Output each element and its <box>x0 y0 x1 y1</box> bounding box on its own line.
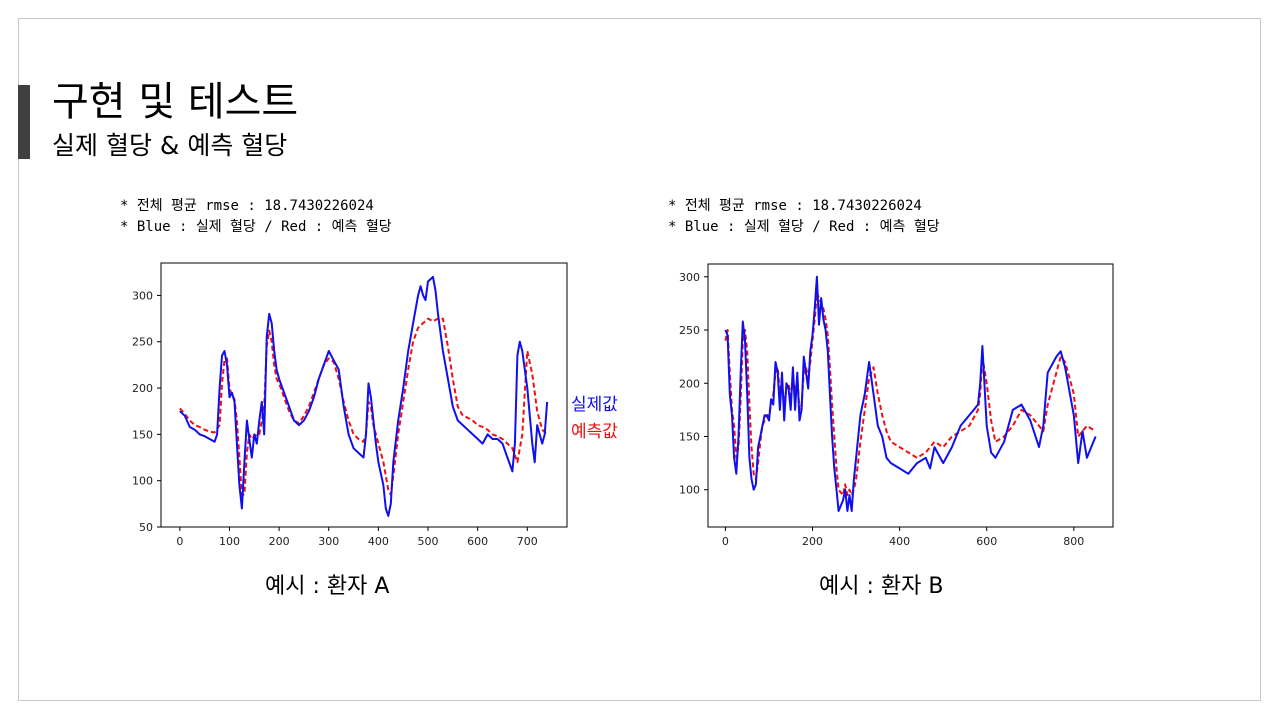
chart-a-series-actual <box>179 275 549 517</box>
chart-a-ytick-label: 300 <box>132 289 153 302</box>
chart-a-xtick-label: 700 <box>517 535 538 548</box>
chart-a-note-legend: * Blue : 실제 혈당 / Red : 예측 혈당 <box>120 219 392 235</box>
chart-b-xtick-label: 800 <box>1063 535 1084 548</box>
chart-b-ytick-label: 100 <box>679 484 700 497</box>
chart-a-xtick-label: 100 <box>219 535 240 548</box>
chart-b-xtick-label: 400 <box>889 535 910 548</box>
chart-b-note-rmse: * 전체 평균 rmse : 18.7430226024 <box>668 198 922 214</box>
slide-subtitle: 실제 혈당 & 예측 혈당 <box>52 131 288 160</box>
chart-a-ytick-label: 50 <box>139 521 153 534</box>
chart-a-xtick-label: 0 <box>176 535 183 548</box>
chart-b-ytick-label: 300 <box>679 271 700 284</box>
legend-actual-label: 실제값 <box>571 395 618 415</box>
chart-a-frame <box>160 262 568 528</box>
legend-predicted-label: 예측값 <box>571 422 618 442</box>
chart-b-note-legend: * Blue : 실제 혈당 / Red : 예측 혈당 <box>668 219 940 235</box>
chart-a-ytick-label: 150 <box>132 428 153 441</box>
chart-a-ytick-label: 100 <box>132 475 153 488</box>
slide-title: 구현 및 테스트 <box>52 79 299 125</box>
chart-a-xtick-label: 300 <box>318 535 339 548</box>
chart-b-xtick-label: 200 <box>802 535 823 548</box>
chart-b: 0 200 400 600 800 100 150 200 250 300 <box>679 263 1114 548</box>
chart-a-series-predicted <box>179 317 548 496</box>
chart-a-note-rmse: * 전체 평균 rmse : 18.7430226024 <box>120 198 374 214</box>
chart-a-xtick-label: 600 <box>467 535 488 548</box>
chart-b-xtick-label: 600 <box>976 535 997 548</box>
chart-b-ytick-label: 250 <box>679 324 700 337</box>
chart-a-xtick-label: 200 <box>269 535 290 548</box>
chart-b-caption: 예시 : 환자 B <box>819 574 944 599</box>
chart-a-ytick-label: 250 <box>132 336 153 349</box>
chart-b-frame <box>707 263 1114 528</box>
title-accent-bar <box>18 85 30 159</box>
chart-a-xtick-label: 500 <box>418 535 439 548</box>
chart-a-caption: 예시 : 환자 A <box>265 574 390 599</box>
chart-b-xtick-label: 0 <box>722 535 729 548</box>
chart-b-series-actual <box>724 275 1097 512</box>
chart-a-note: * 전체 평균 rmse : 18.7430226024 * Blue : 실제… <box>120 196 392 238</box>
chart-b-ytick-label: 200 <box>679 377 700 390</box>
chart-a: 0 100 200 300 400 500 600 700 50 100 150 200 250 300 <box>132 262 568 548</box>
chart-b-note: * 전체 평균 rmse : 18.7430226024 * Blue : 실제… <box>668 196 940 238</box>
chart-b-ytick-label: 150 <box>679 430 700 443</box>
chart-a-xtick-label: 400 <box>368 535 389 548</box>
chart-a-ytick-label: 200 <box>132 382 153 395</box>
